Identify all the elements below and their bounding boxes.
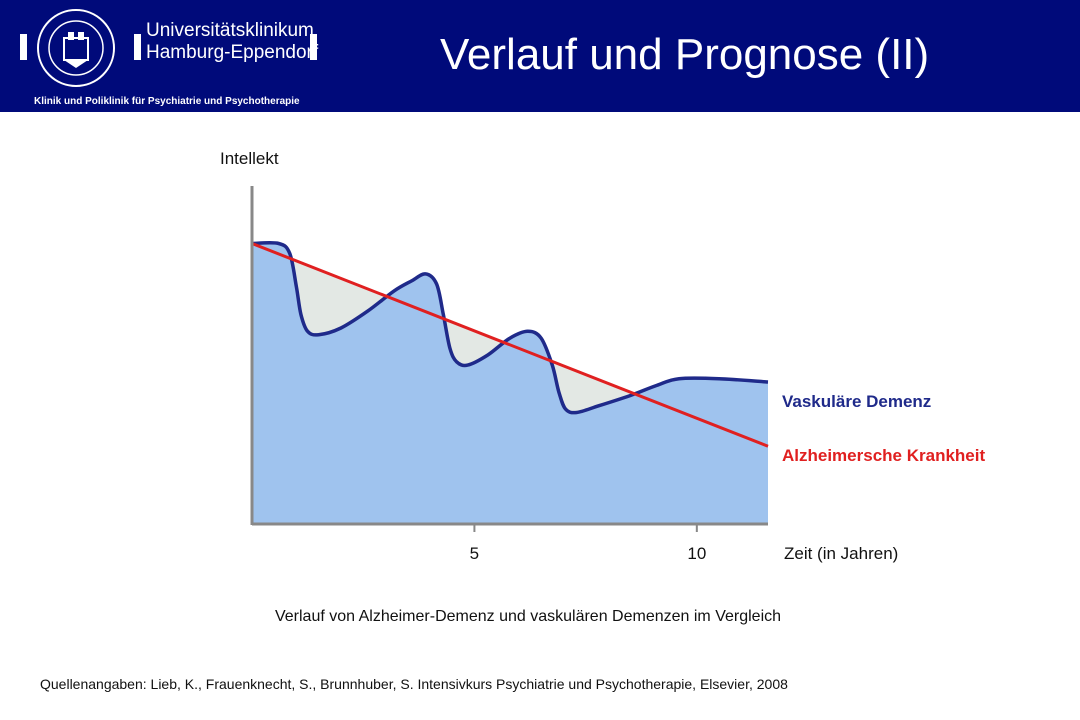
x-tick-label: 10	[687, 544, 706, 563]
legend-alzheimersche-krankheit: Alzheimersche Krankheit	[782, 446, 985, 465]
university-name-line2: Hamburg-Eppendorf	[146, 42, 319, 63]
x-axis-label: Zeit (in Jahren)	[784, 544, 898, 563]
header-bar: Universitätsklinikum Hamburg-Eppendorf K…	[0, 0, 1080, 112]
chart-caption: Verlauf von Alzheimer-Demenz und vaskulä…	[274, 608, 782, 625]
series-line-vaskulare-demenz	[251, 241, 769, 415]
university-logo	[20, 9, 317, 87]
legend-vaskulare-demenz: Vaskuläre Demenz	[782, 392, 931, 411]
logo-bar-left	[20, 34, 27, 60]
y-axis-label: Intellekt	[220, 149, 279, 168]
university-name: Universitätsklinikum Hamburg-Eppendorf	[146, 20, 318, 64]
source-citation: Quellenangaben: Lieb, K., Frauenknecht, …	[40, 676, 788, 692]
x-tick-label: 5	[470, 544, 479, 563]
series-line-alzheimersche-krankheit	[251, 242, 769, 448]
university-name-line1: Universitätsklinikum	[146, 20, 314, 41]
logo-bar-right	[310, 34, 317, 60]
clinic-name: Klinik und Poliklinik für Psychiatrie un…	[34, 96, 300, 107]
vascular-area-fill	[252, 242, 768, 524]
page-title: Verlauf und Prognose (II)	[440, 30, 930, 79]
logo-bar-middle	[134, 34, 141, 60]
university-seal-icon	[37, 9, 115, 87]
